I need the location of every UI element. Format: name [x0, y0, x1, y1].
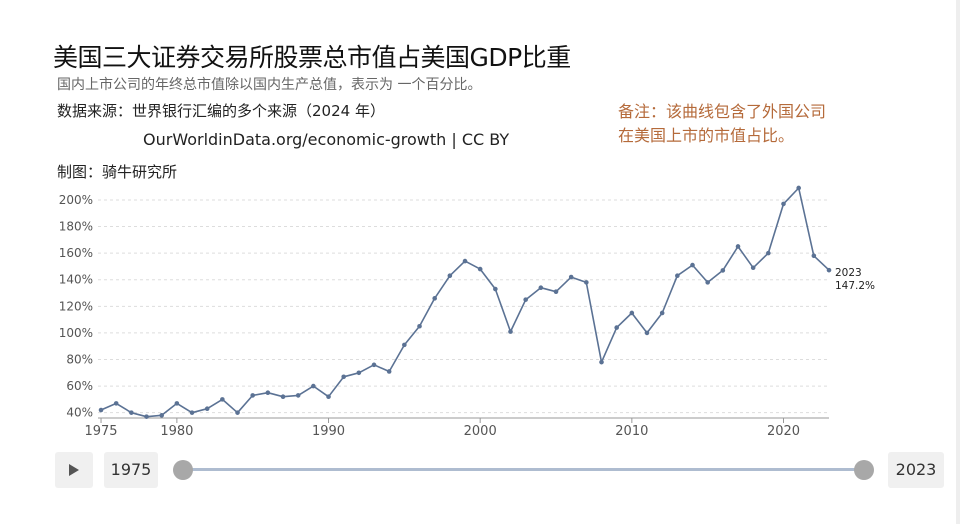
- data-point-2007[interactable]: [584, 280, 589, 285]
- data-point-1992[interactable]: [356, 370, 362, 376]
- data-point-1995[interactable]: [402, 342, 407, 348]
- chart-maker: 制图：骑牛研究所: [57, 163, 178, 181]
- x-tick-label: 1990: [312, 424, 345, 439]
- play-button[interactable]: [55, 452, 93, 488]
- data-point-1976[interactable]: [113, 401, 119, 406]
- x-tick-label: 1980: [160, 424, 193, 439]
- timeline-slider-track[interactable]: [183, 468, 865, 471]
- x-axis-ticks: 1975 1980 1990 2000 2010 2020: [84, 417, 829, 439]
- x-tick-label: 1975: [84, 424, 117, 439]
- data-points[interactable]: [98, 185, 832, 419]
- data-point-1978[interactable]: [144, 414, 149, 419]
- y-tick-label: 160%: [59, 246, 93, 260]
- data-point-1980[interactable]: [174, 401, 180, 406]
- data-point-2016[interactable]: [720, 268, 726, 273]
- data-point-2013[interactable]: [675, 273, 680, 279]
- timeline-end-handle[interactable]: [854, 460, 874, 480]
- data-point-2000[interactable]: [477, 266, 483, 272]
- data-point-1999[interactable]: [462, 258, 468, 264]
- data-point-2012[interactable]: [659, 310, 665, 316]
- series-line-group: [100, 187, 830, 418]
- data-point-2018[interactable]: [750, 265, 756, 271]
- y-tick-label: 40%: [66, 406, 93, 420]
- right-edge-scrollbar: [956, 0, 960, 524]
- data-point-1982[interactable]: [204, 406, 210, 411]
- series-line: [100, 187, 830, 418]
- data-point-1984[interactable]: [235, 410, 240, 415]
- data-point-2023[interactable]: [826, 267, 832, 273]
- note-line-1: 备注：该曲线包含了外国公司: [618, 102, 827, 121]
- data-point-2002[interactable]: [508, 329, 513, 334]
- data-point-1987[interactable]: [280, 394, 286, 400]
- data-point-1988[interactable]: [295, 393, 301, 398]
- y-tick-label: 120%: [59, 299, 93, 313]
- y-tick-label: 60%: [66, 379, 93, 393]
- chart-title: 美国三大证券交易所股票总市值占美国GDP比重: [53, 43, 571, 72]
- data-point-2008[interactable]: [599, 359, 604, 365]
- data-point-1989[interactable]: [311, 383, 316, 389]
- data-point-1979[interactable]: [159, 413, 164, 418]
- data-point-1981[interactable]: [189, 410, 195, 415]
- play-icon: [69, 464, 79, 476]
- data-point-1994[interactable]: [386, 369, 392, 374]
- data-point-1977[interactable]: [129, 410, 134, 415]
- data-point-2005[interactable]: [553, 289, 559, 294]
- chart-subtitle: 国内上市公司的年终总市值除以国内生产总值，表示为 一个百分比。: [57, 77, 482, 93]
- note-line-2: 在美国上市的市值占比。: [618, 126, 795, 145]
- y-tick-label: 100%: [59, 326, 93, 340]
- timeline-end-year[interactable]: 2023: [888, 452, 944, 488]
- source-url: OurWorldinData.org/economic-growth | CC …: [143, 130, 510, 149]
- data-point-1993[interactable]: [371, 362, 377, 368]
- data-point-2017[interactable]: [735, 244, 741, 249]
- timeline-start-handle[interactable]: [173, 460, 193, 480]
- y-tick-label: 180%: [59, 220, 93, 234]
- data-point-2006[interactable]: [568, 274, 574, 280]
- data-point-2014[interactable]: [690, 262, 695, 268]
- data-point-1983[interactable]: [220, 397, 225, 402]
- data-point-2015[interactable]: [705, 280, 710, 285]
- data-point-1996[interactable]: [417, 323, 422, 329]
- x-tick-label: 2000: [464, 424, 497, 439]
- data-point-1998[interactable]: [447, 273, 453, 279]
- data-source: 数据来源：世界银行汇编的多个来源（2024 年）: [57, 102, 385, 120]
- data-point-2001[interactable]: [493, 286, 498, 292]
- data-point-2020[interactable]: [781, 201, 786, 207]
- y-tick-label: 200%: [59, 193, 93, 207]
- chart-note: 备注：该曲线包含了外国公司 在美国上市的市值占比。: [618, 100, 918, 148]
- y-axis-ticks: 40% 60% 80% 100% 120% 140% 160% 180% 200%: [59, 193, 93, 420]
- data-point-1991[interactable]: [341, 374, 346, 380]
- data-point-1975[interactable]: [98, 407, 104, 413]
- data-point-2010[interactable]: [629, 310, 635, 316]
- end-label-value: 147.2%: [835, 280, 875, 292]
- data-point-1985[interactable]: [250, 393, 255, 398]
- data-point-2021[interactable]: [796, 185, 801, 191]
- x-tick-label: 2010: [615, 424, 648, 439]
- y-tick-label: 140%: [59, 273, 93, 287]
- timeline-start-year[interactable]: 1975: [104, 452, 158, 488]
- data-point-1990[interactable]: [326, 394, 331, 400]
- x-tick-label: 2020: [767, 424, 800, 439]
- data-point-1986[interactable]: [265, 390, 271, 396]
- end-label-year: 2023: [835, 267, 862, 279]
- data-point-2022[interactable]: [811, 253, 817, 259]
- chart-gridlines: [98, 199, 829, 414]
- data-point-2011[interactable]: [644, 330, 650, 336]
- data-point-2003[interactable]: [523, 297, 528, 302]
- y-tick-label: 80%: [66, 352, 93, 366]
- data-point-2019[interactable]: [766, 250, 771, 256]
- data-point-2009[interactable]: [614, 325, 619, 330]
- data-point-1997[interactable]: [432, 296, 437, 301]
- data-point-2004[interactable]: [538, 285, 544, 290]
